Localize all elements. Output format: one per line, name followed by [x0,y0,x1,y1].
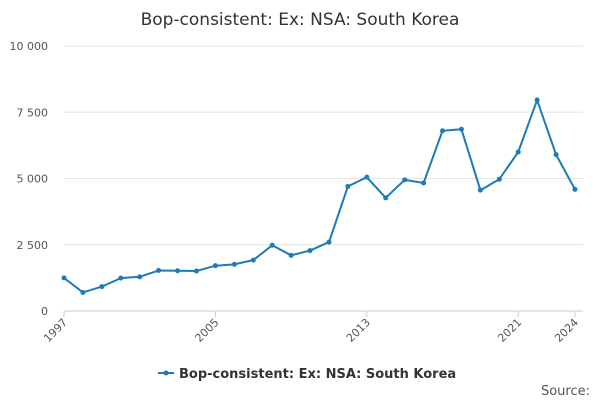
data-point[interactable] [553,152,559,158]
x-tick-label: 2024 [552,316,581,345]
data-point[interactable] [364,174,370,180]
data-point[interactable] [231,261,237,267]
grid [64,45,583,246]
data-point[interactable] [345,183,351,189]
source-label[interactable]: Source: [541,384,590,399]
data-point[interactable] [421,180,427,186]
data-point[interactable] [383,195,389,201]
legend-label: Bop-consistent: Ex: NSA: South Korea [179,367,456,382]
series-points [61,97,578,295]
data-point[interactable] [307,248,313,254]
data-point[interactable] [156,267,162,273]
data-point[interactable] [402,177,408,183]
chart-title: Bop-consistent: Ex: NSA: South Korea [141,10,460,30]
data-point[interactable] [250,257,256,263]
data-point[interactable] [496,176,502,182]
x-axis-ticks: 1997 2005 2013 2021 2024 [41,311,581,345]
series-line [63,97,576,294]
x-tick-label: 1997 [41,316,70,345]
y-tick-label: 5 000 [17,173,49,186]
data-point[interactable] [288,252,294,258]
legend-marker [163,370,169,376]
data-point[interactable] [477,187,483,193]
data-point[interactable] [212,263,218,269]
data-point[interactable] [193,268,199,274]
data-point[interactable] [80,289,86,295]
data-point[interactable] [99,284,105,290]
x-tick-label: 2013 [344,316,373,345]
data-point[interactable] [326,239,332,245]
data-point[interactable] [61,275,67,281]
data-point[interactable] [572,186,578,192]
y-tick-label: 2 500 [17,239,49,252]
data-point[interactable] [534,97,540,103]
legend[interactable]: Bop-consistent: Ex: NSA: South Korea [158,367,456,382]
y-tick-label: 10 000 [10,40,49,53]
y-tick-label: 7 500 [17,106,49,119]
y-tick-label: 0 [41,305,48,318]
data-point[interactable] [269,242,275,248]
data-point[interactable] [458,126,464,132]
data-point[interactable] [515,149,521,155]
x-tick-label: 2005 [193,316,222,345]
data-point[interactable] [118,275,124,281]
data-point[interactable] [175,268,181,274]
data-point[interactable] [137,274,143,280]
x-tick-label: 2021 [495,316,524,345]
data-point[interactable] [440,128,446,134]
y-axis-ticks: 0 2 500 5 000 7 500 10 000 [10,40,49,318]
